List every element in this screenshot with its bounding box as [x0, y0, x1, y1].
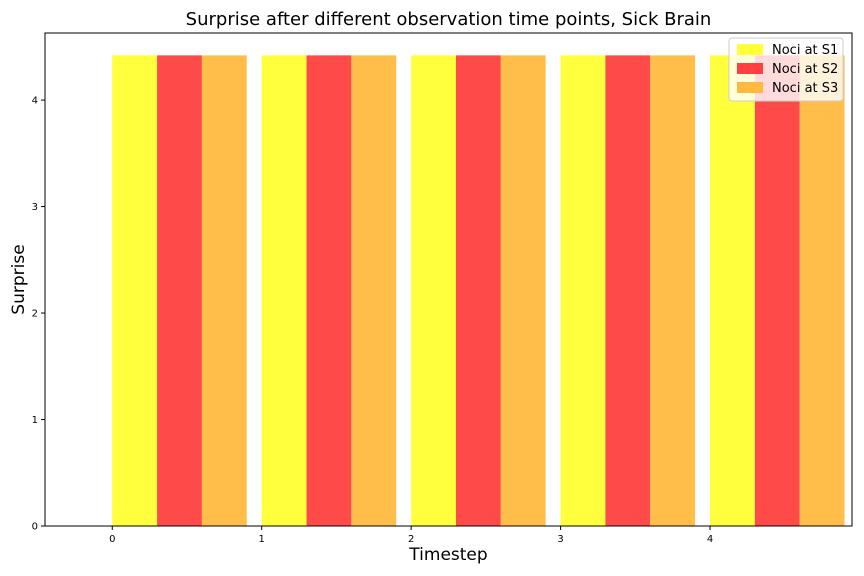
x-axis-label: Timestep — [408, 545, 487, 565]
legend-swatch — [737, 63, 763, 74]
bar-1-2 — [411, 55, 456, 527]
bar-2-0 — [157, 55, 202, 527]
legend-label: Noci at S2 — [772, 62, 838, 77]
legend-label: Noci at S1 — [772, 43, 838, 58]
x-tick-label: 4 — [707, 534, 713, 545]
bar-2-3 — [605, 55, 651, 527]
x-tick-label: 2 — [408, 534, 414, 545]
y-tick-label: 0 — [32, 522, 38, 533]
y-tick-label: 3 — [32, 202, 38, 213]
x-tick-label: 1 — [259, 534, 265, 545]
bar-3-4 — [799, 55, 845, 527]
x-tick-label: 0 — [109, 534, 115, 545]
bar-1-3 — [560, 55, 606, 527]
bar-1-1 — [261, 55, 307, 527]
plot-frame — [44, 32, 853, 527]
bar-3-1 — [351, 55, 397, 527]
bar-2-2 — [455, 55, 501, 527]
bar-1-4 — [710, 55, 755, 527]
legend: Noci at S1 Noci at S2 Noci at S3 — [728, 37, 844, 102]
y-tick-label: 4 — [32, 96, 38, 107]
x-axis-ticks: 0 1 2 3 4 — [109, 526, 713, 545]
legend-swatch — [737, 44, 763, 55]
y-tick-label: 2 — [32, 309, 38, 320]
y-tick-label: 1 — [32, 415, 38, 426]
y-axis-label: Surprise — [9, 244, 29, 314]
bar-3-3 — [650, 55, 696, 527]
bar-2-1 — [306, 55, 352, 527]
chart-title: Surprise after different observation tim… — [186, 9, 712, 30]
bars-group — [112, 55, 845, 527]
bar-1-0 — [112, 55, 158, 527]
x-tick-label: 3 — [557, 534, 563, 545]
bar-2-4 — [754, 55, 800, 527]
legend-swatch — [737, 82, 763, 93]
legend-label: Noci at S3 — [772, 81, 838, 96]
bar-3-2 — [500, 55, 546, 527]
y-axis-ticks: 0 1 2 3 4 — [32, 96, 45, 533]
bar-3-0 — [201, 55, 247, 527]
